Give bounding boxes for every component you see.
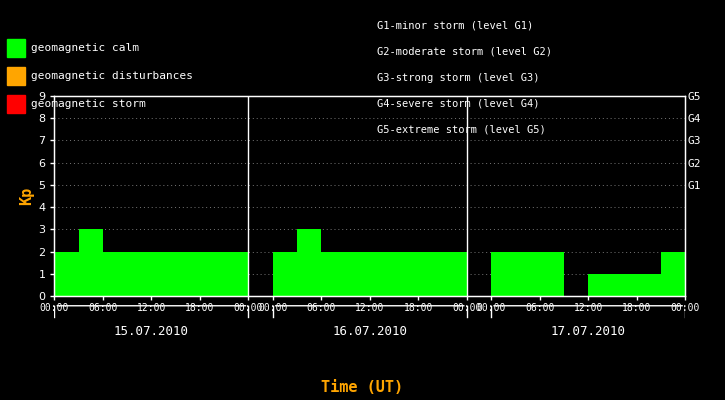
- Text: geomagnetic storm: geomagnetic storm: [31, 99, 146, 109]
- Bar: [224, 252, 249, 296]
- Bar: [394, 252, 418, 296]
- Text: G4-severe storm (level G4): G4-severe storm (level G4): [377, 99, 539, 109]
- Bar: [418, 252, 442, 296]
- Bar: [539, 252, 564, 296]
- Y-axis label: Kp: Kp: [19, 187, 34, 205]
- Text: Time (UT): Time (UT): [321, 380, 404, 396]
- Bar: [637, 274, 661, 296]
- Bar: [54, 252, 78, 296]
- Bar: [613, 274, 637, 296]
- Bar: [346, 252, 370, 296]
- Text: G2-moderate storm (level G2): G2-moderate storm (level G2): [377, 47, 552, 57]
- Text: geomagnetic calm: geomagnetic calm: [31, 43, 139, 53]
- Bar: [661, 252, 685, 296]
- Bar: [103, 252, 127, 296]
- Text: 17.07.2010: 17.07.2010: [550, 325, 626, 338]
- Bar: [152, 252, 175, 296]
- Text: G5-extreme storm (level G5): G5-extreme storm (level G5): [377, 125, 546, 135]
- Text: geomagnetic disturbances: geomagnetic disturbances: [31, 71, 193, 81]
- Bar: [442, 252, 467, 296]
- Bar: [273, 252, 297, 296]
- Bar: [297, 229, 321, 296]
- Bar: [491, 252, 515, 296]
- Text: G1-minor storm (level G1): G1-minor storm (level G1): [377, 21, 534, 31]
- Text: 16.07.2010: 16.07.2010: [332, 325, 407, 338]
- Bar: [200, 252, 224, 296]
- Bar: [127, 252, 152, 296]
- Text: 15.07.2010: 15.07.2010: [114, 325, 189, 338]
- Bar: [515, 252, 539, 296]
- Bar: [78, 229, 103, 296]
- Text: G3-strong storm (level G3): G3-strong storm (level G3): [377, 73, 539, 83]
- Bar: [321, 252, 346, 296]
- Bar: [370, 252, 394, 296]
- Bar: [175, 252, 200, 296]
- Bar: [588, 274, 613, 296]
